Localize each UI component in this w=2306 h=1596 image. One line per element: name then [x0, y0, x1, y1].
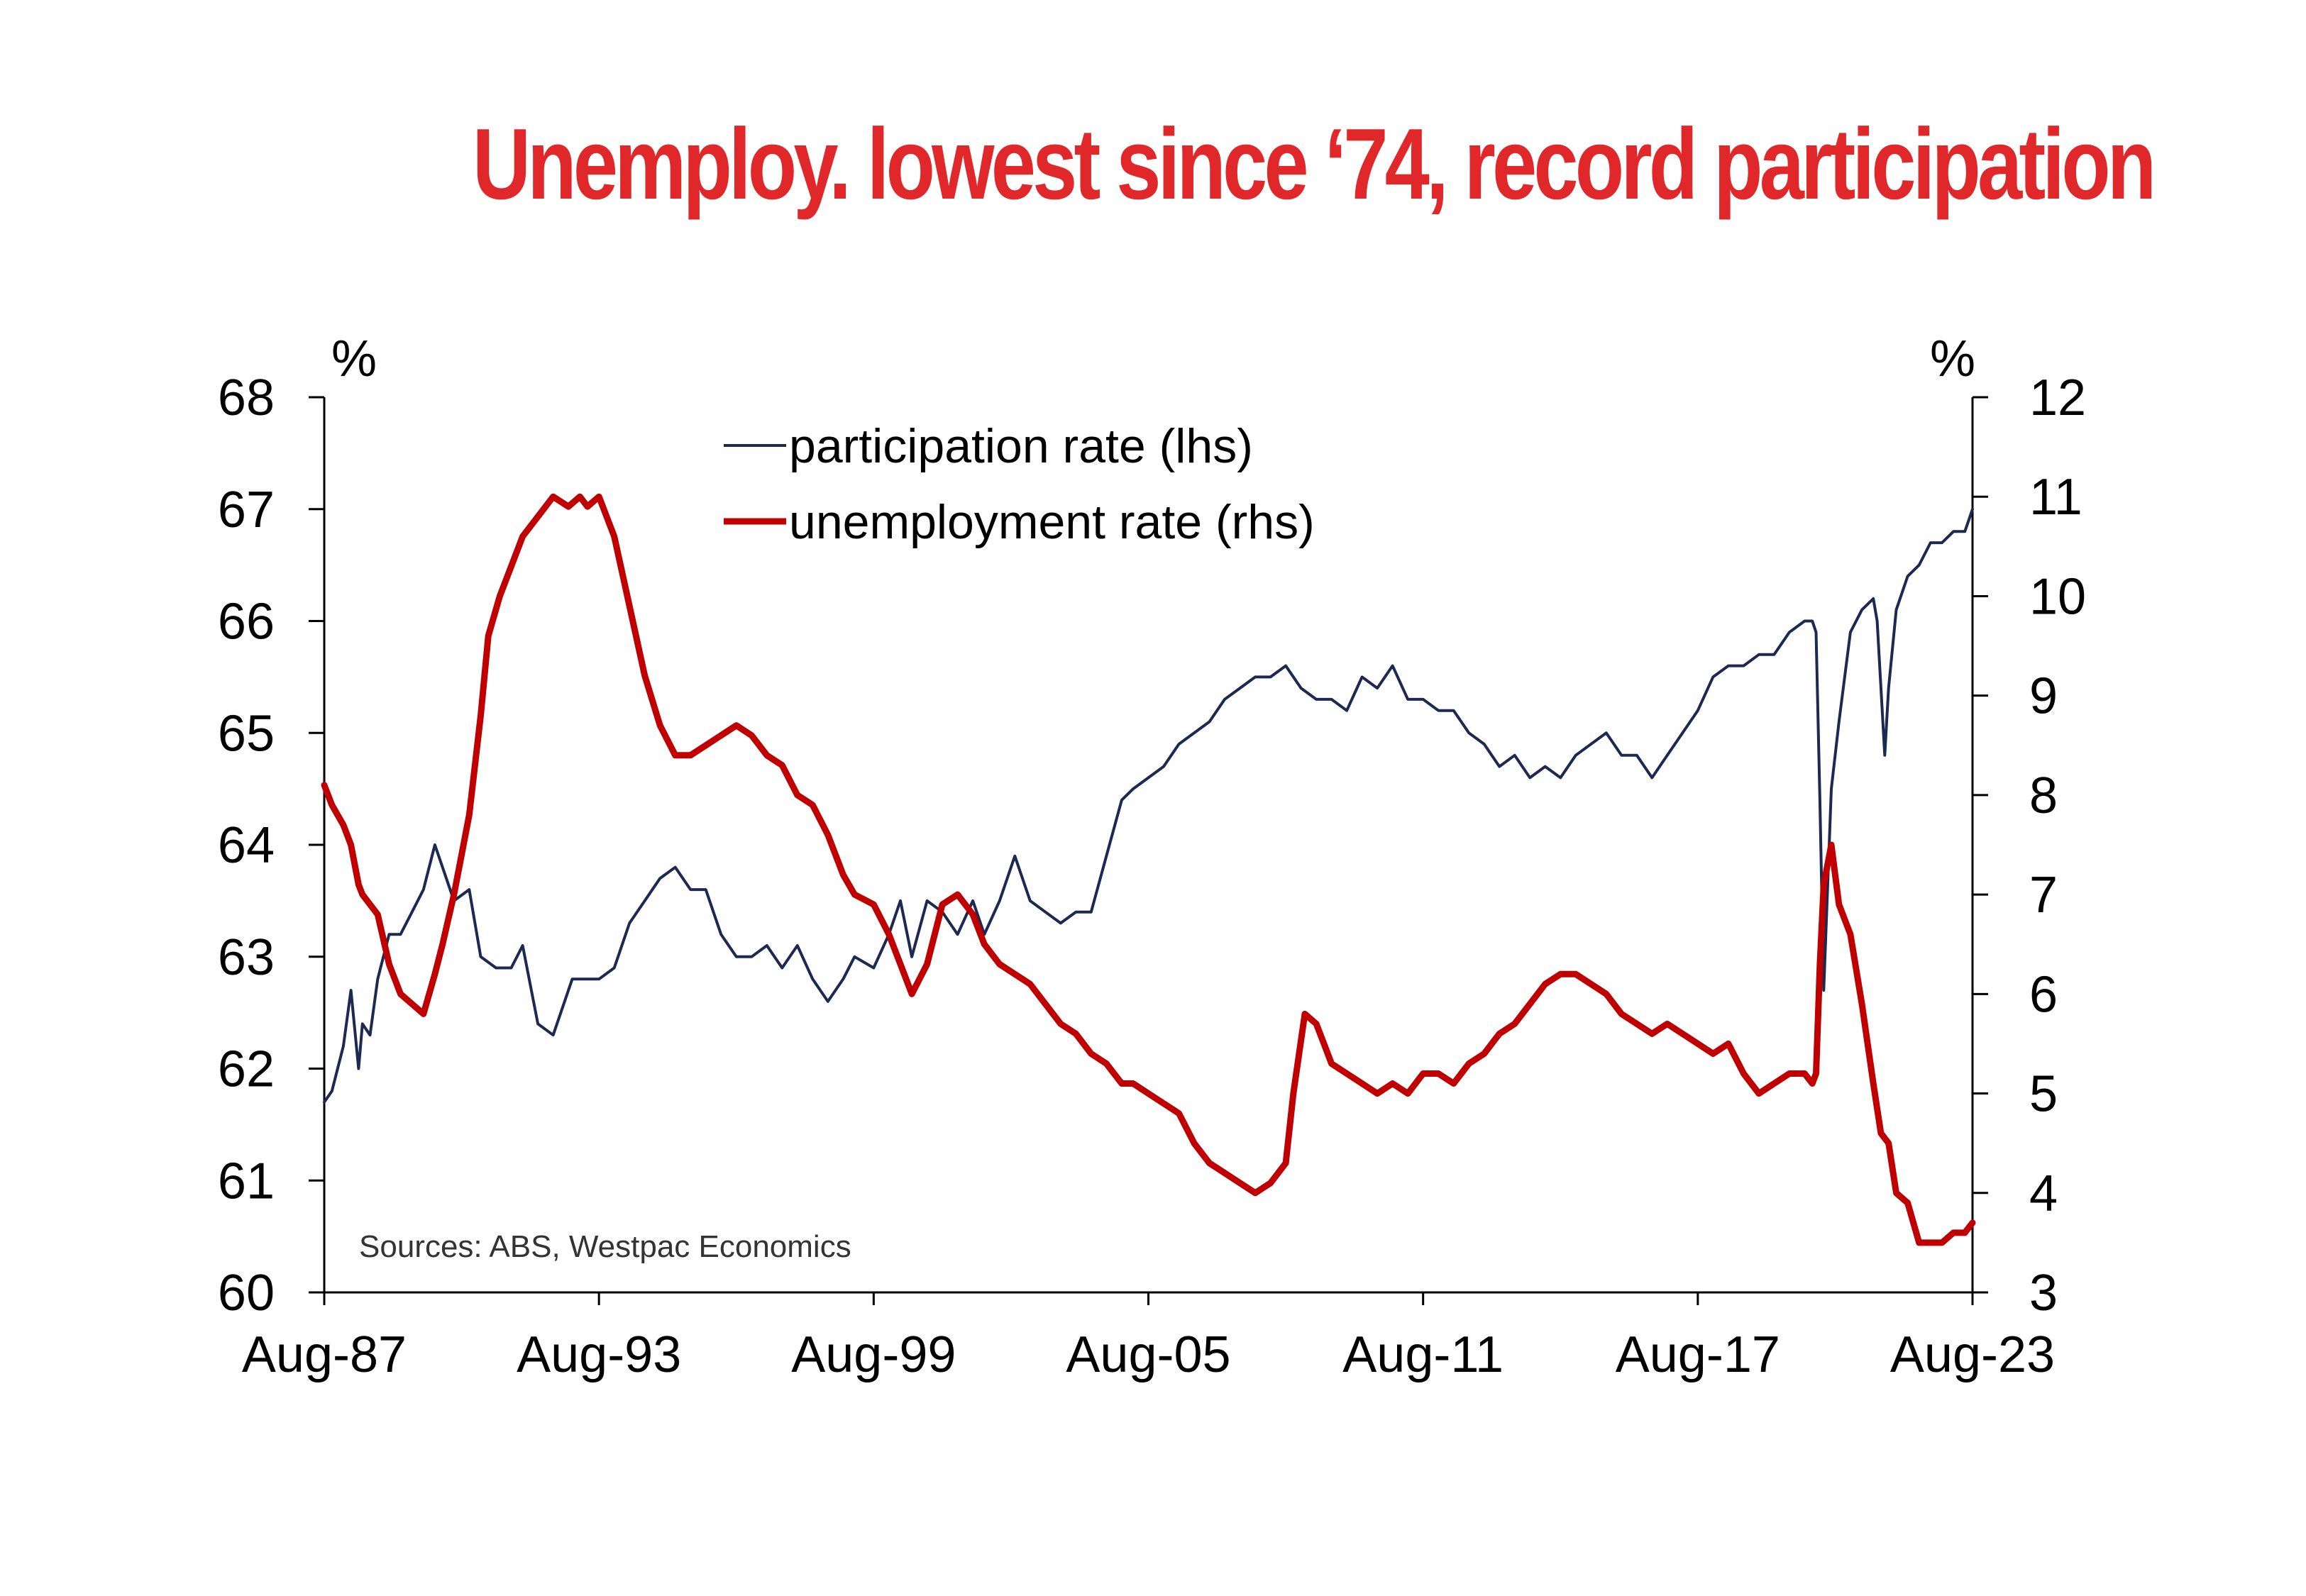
x-tick-label: Aug-93 — [517, 1326, 681, 1383]
participation-line — [323, 507, 1974, 1104]
left-tick-label: 68 — [218, 370, 275, 426]
source-note: Sources: ABS, Westpac Economics — [359, 1229, 851, 1264]
right-tick-label: 3 — [2029, 1265, 2058, 1321]
right-tick-label: 10 — [2029, 568, 2086, 625]
left-tick-label: 63 — [218, 929, 275, 986]
x-tick-label: Aug-17 — [1616, 1326, 1780, 1383]
right-axis-unit: % — [1930, 331, 1975, 387]
right-tick-label: 12 — [2029, 370, 2086, 426]
legend: participation rate (lhs) unemployment ra… — [724, 419, 1315, 549]
right-tick-label: 9 — [2029, 668, 2058, 725]
x-tick-label: Aug-87 — [242, 1326, 407, 1383]
series-layer — [321, 493, 1976, 1246]
left-axis-unit: % — [331, 331, 377, 387]
x-tick-label: Aug-05 — [1066, 1326, 1230, 1383]
x-tick-label: Aug-23 — [1890, 1326, 2055, 1383]
x-tick-label: Aug-99 — [791, 1326, 956, 1383]
left-tick-label: 64 — [218, 817, 275, 874]
left-tick-label: 60 — [218, 1265, 275, 1321]
right-tick-label: 8 — [2029, 767, 2058, 824]
right-tick-label: 4 — [2029, 1165, 2058, 1222]
right-tick-label: 5 — [2029, 1066, 2058, 1123]
right-tick-label: 7 — [2029, 867, 2058, 924]
unemployment-line — [321, 493, 1976, 1246]
chart-title: Unemploy. lowest since ‘74, record parti… — [473, 108, 2156, 221]
right-tick-label: 6 — [2029, 966, 2058, 1023]
left-tick-label: 61 — [218, 1153, 275, 1209]
right-tick-label: 11 — [2029, 469, 2082, 526]
left-tick-label: 66 — [218, 594, 275, 650]
x-tick-label: Aug-11 — [1342, 1326, 1504, 1383]
left-tick-label: 67 — [218, 482, 275, 538]
legend-label-unemployment: unemployment rate (rhs) — [789, 495, 1315, 549]
left-tick-label: 65 — [218, 705, 275, 762]
left-tick-label: 62 — [218, 1041, 275, 1098]
legend-label-participation: participation rate (lhs) — [789, 419, 1253, 473]
